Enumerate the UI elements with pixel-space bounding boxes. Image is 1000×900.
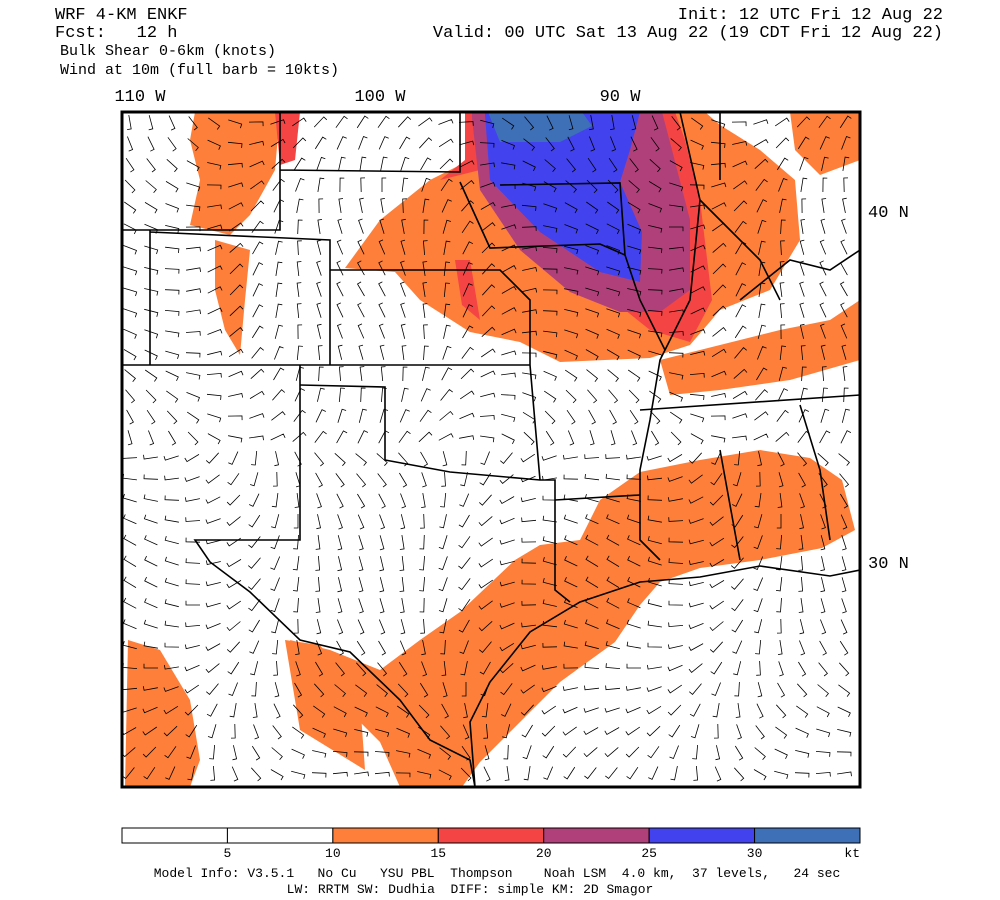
lon-label: 100 W: [354, 88, 406, 107]
colorbar-label: 25: [641, 846, 657, 861]
colorbar-label: 10: [325, 846, 341, 861]
valid-time: Valid: 00 UTC Sat 13 Aug 22 (19 CDT Fri …: [433, 24, 943, 43]
wind-note: Wind at 10m (full barb = 10kts): [60, 62, 339, 79]
wind-barbs: [122, 115, 852, 782]
colorbar-box: [543, 827, 650, 844]
colorbar-box: [437, 827, 545, 844]
forecast-hour: Fcst: 12 h: [55, 24, 177, 43]
lon-label: 90 W: [600, 88, 642, 107]
colorbar-box: [754, 827, 861, 844]
field-name: Bulk Shear 0-6km (knots): [60, 43, 276, 60]
footer-model-info: Model Info: V3.5.1 No Cu YSU PBL Thompso…: [154, 866, 841, 881]
colorbar-label: kt: [844, 846, 860, 861]
colorbar-box: [332, 827, 439, 844]
lat-label: 40 N: [868, 204, 909, 223]
colorbar-label: 5: [224, 846, 232, 861]
lat-label: 30 N: [868, 555, 909, 574]
colorbar: 5 10 15 20 25 30 kt: [121, 827, 861, 861]
colorbar-box: [226, 827, 334, 844]
lon-label: 110 W: [114, 88, 166, 107]
map: [122, 112, 860, 787]
colorbar-label: 20: [536, 846, 552, 861]
colorbar-box: [648, 827, 756, 844]
init-time: Init: 12 UTC Fri 12 Aug 22: [678, 6, 943, 25]
footer-physics: LW: RRTM SW: Dudhia DIFF: simple KM: 2D …: [287, 882, 654, 897]
model-name: WRF 4-KM ENKF: [55, 6, 188, 25]
colorbar-label: 30: [747, 846, 763, 861]
colorbar-box: [121, 827, 228, 844]
colorbar-label: 15: [430, 846, 446, 861]
barb: [122, 115, 852, 782]
map-frame: [120, 110, 862, 789]
